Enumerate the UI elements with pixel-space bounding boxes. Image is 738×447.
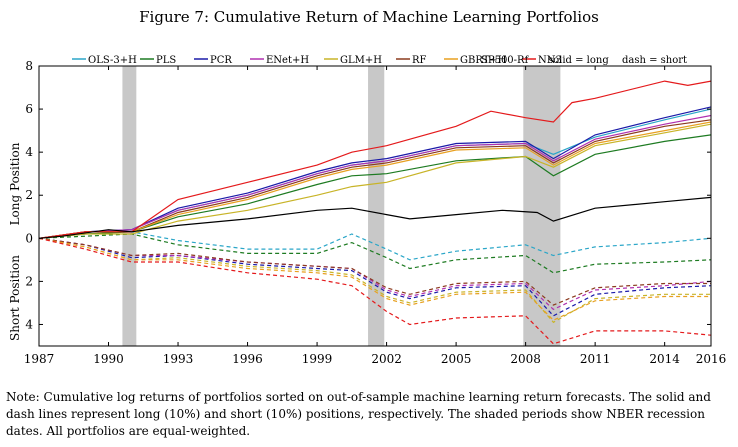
legend-label-rf: RF	[412, 55, 427, 66]
recession-band-1	[122, 66, 137, 346]
recession-shading-group	[122, 66, 561, 346]
series-line-nn3-short	[38, 237, 712, 345]
series-line-ols-3-h-short	[38, 231, 712, 261]
y-axis-label-long: Long Position	[8, 142, 22, 225]
y-tick-label: 0	[25, 231, 33, 245]
y-tick-label: 2	[25, 274, 33, 288]
plot-frame	[38, 65, 712, 347]
x-tick-label: 1999	[302, 352, 333, 366]
x-tick-label: 2011	[580, 352, 611, 366]
x-tick-label: 1993	[163, 352, 194, 366]
x-tick-label: 2005	[441, 352, 472, 366]
series-line-pcr-short	[38, 237, 712, 317]
x-tick-label: 1987	[24, 352, 55, 366]
x-tick-label: 1990	[93, 352, 124, 366]
series-line-rf-short	[38, 237, 711, 306]
series-line-glm-h-long	[38, 123, 712, 239]
legend-label-sp500-rf: SP500-Rf	[481, 55, 530, 66]
legend-note-2: dash = short	[622, 55, 687, 66]
series-line-gbrt-h-long	[38, 121, 712, 239]
series-line-gbrt-h-short	[38, 237, 711, 321]
series-line-glm-h-short	[38, 237, 711, 324]
legend-label-pls: PLS	[156, 55, 176, 66]
figure-title: Figure 7: Cumulative Return of Machine L…	[139, 8, 599, 26]
legend-label-glm-h: GLM+H	[340, 55, 382, 66]
x-tick-label: 2016	[696, 352, 727, 366]
y-tick-label: 8	[25, 59, 33, 73]
y-tick-label: 4	[25, 145, 33, 159]
legend-label-ols-3-h: OLS-3+H	[88, 55, 137, 66]
y-tick-label: 2	[25, 188, 33, 202]
x-tick-label: 1996	[232, 352, 263, 366]
cumulative-return-chart: 1987 1990 1993 1996 1999 2002 2005 2008 2011 2014…	[8, 55, 727, 366]
series-line-pls-short	[38, 233, 712, 274]
series-line-nn3-long	[38, 80, 712, 239]
legend-label-gbrt-h: GBRT+H	[460, 55, 507, 66]
x-tick-label: 2014	[649, 352, 680, 366]
x-tick-label: 2002	[371, 352, 402, 366]
short-series-group	[38, 231, 712, 345]
y-tick-label: 4	[25, 317, 33, 331]
legend-label-nn3: NN3	[538, 55, 562, 66]
series-line-sp500-rf-long	[38, 196, 712, 239]
recession-band-2	[368, 66, 385, 346]
legend-label-pcr: PCR	[210, 55, 232, 66]
x-tick-label: 2008	[510, 352, 541, 366]
y-tick-label: 6	[25, 102, 33, 116]
figure-note: Note: Cumulative log returns of portfoli…	[6, 390, 711, 438]
y-axis-label-short: Short Position	[8, 255, 22, 341]
tick-group: 1987 1990 1993 1996 1999 2002 2005 2008 2011 2014…	[24, 59, 727, 366]
long-series-group	[38, 80, 712, 239]
legend: OLS-3+H PLS PCR ENet+H GLM+H RF GBRT+H NN3 SP500…	[72, 55, 687, 66]
legend-note-1: solid = long	[548, 55, 609, 66]
legend-label-enet-h: ENet+H	[266, 55, 309, 66]
